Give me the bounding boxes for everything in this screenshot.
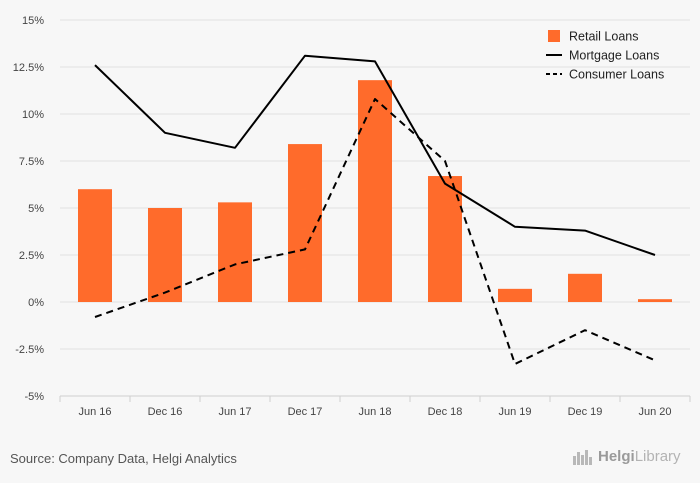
y-tick-label: 12.5% [13,62,44,74]
x-tick-label: Jun 16 [78,406,111,418]
y-axis: 15% 12.5% 10% 7.5% 5% 2.5% 0% -2.5% -5% [13,15,44,403]
x-tick-label: Jun 20 [638,406,671,418]
x-tick-label: Dec 19 [568,406,603,418]
x-tick-label: Dec 16 [148,406,183,418]
bar-retail-loans [428,176,462,302]
bar-retail-loans [288,144,322,302]
y-tick-label: 15% [22,15,44,27]
x-tick-label: Dec 17 [288,406,323,418]
y-tick-label: 2.5% [19,250,44,262]
x-tick-label: Dec 18 [428,406,463,418]
x-tick-label: Jun 19 [498,406,531,418]
y-tick-label: 0% [28,297,44,309]
skyline-icon [573,449,592,465]
bar-retail-loans [498,288,532,302]
line-consumer-loans [94,98,656,365]
y-tick-label: 7.5% [19,156,44,168]
bar-retail-loans [568,273,602,302]
source-note: Source: Company Data, Helgi Analytics [10,451,237,466]
x-axis: Jun 16 Dec 16 Jun 17 Dec 17 Jun 18 Dec 18 Jun … [59,395,691,418]
x-tick-label: Jun 17 [218,406,251,418]
y-tick-label: -2.5% [15,344,44,356]
bar-retail-loans [78,189,112,302]
legend-label-consumer-loans: Consumer Loans [569,68,664,82]
line-mortgage-loans [94,54,656,256]
y-tick-label: 5% [28,203,44,215]
lines [94,54,656,365]
bar-retail-loans [218,202,252,302]
brand-name-light: Library [634,448,681,465]
legend-label-retail-loans: Retail Loans [569,30,639,44]
bar-retail-loans [638,299,672,302]
legend: Retail Loans Mortgage Loans Consumer Loans [546,30,664,82]
brand-logo: HelgiLibrary [572,448,681,465]
bar-retail-loans [148,208,182,302]
bars [78,80,672,302]
legend-swatch-retail-loans [548,30,560,42]
brand-name-bold: Helgi [598,448,635,465]
bar-retail-loans [358,80,392,302]
legend-label-mortgage-loans: Mortgage Loans [569,49,659,63]
x-tick-label: Jun 18 [358,406,391,418]
y-tick-label: -5% [24,391,44,403]
y-tick-label: 10% [22,109,44,121]
